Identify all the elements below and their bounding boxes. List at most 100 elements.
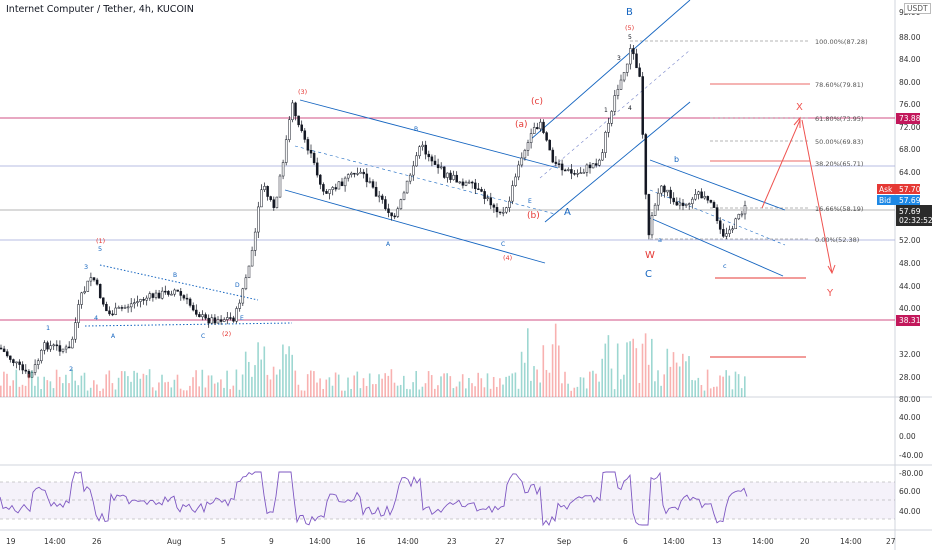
volume-bar [527, 328, 529, 397]
volume-bar [604, 343, 607, 397]
candle-body [722, 229, 725, 237]
level-tag-b [896, 315, 920, 326]
time-axis[interactable]: 19 14:00 26 Aug 5 9 14:00 16 14:00 23 27… [6, 537, 896, 546]
candle-body [629, 48, 632, 65]
candle-body [207, 317, 210, 324]
volume-bar [601, 358, 603, 397]
candle-body [362, 171, 365, 175]
volume-bar [272, 366, 275, 397]
wave-label-c3: c [723, 262, 727, 270]
candle-body [61, 348, 65, 352]
volume-bar [306, 374, 309, 397]
candle-body [446, 172, 449, 178]
candle-body [554, 161, 558, 164]
candle-body [306, 139, 310, 151]
volume-bar [496, 386, 498, 397]
fib-label-50: 50.00%(69.83) [815, 138, 863, 146]
candle-body [350, 172, 353, 175]
fib-retracement[interactable]: 100.00%(87.28) 78.60%(79.81) 61.80%(73.9… [630, 38, 868, 358]
volume-bar [130, 381, 132, 397]
candle-body [712, 202, 716, 208]
ind2-tick: 40.00 [899, 507, 921, 516]
candle-body [80, 292, 83, 305]
candle-body [694, 194, 697, 200]
volume-bar [347, 377, 349, 397]
candle-body [58, 345, 62, 352]
volume-bar [86, 390, 89, 397]
candle-body [486, 197, 489, 199]
volume-bar [393, 382, 396, 397]
volume-bar [210, 375, 213, 397]
volume-bar [663, 374, 665, 397]
currency-badge[interactable]: USDT [904, 3, 931, 14]
candle-body [247, 265, 251, 279]
candle-body [718, 220, 722, 230]
candle-body [526, 142, 530, 151]
volume-bar [136, 372, 138, 397]
candle-body [467, 181, 471, 184]
candle-body [322, 184, 325, 192]
wave-label-5: 5 [98, 245, 102, 253]
volume-bar [468, 377, 470, 397]
price-tick: 76.00 [899, 100, 921, 109]
wave-label-b2: B [414, 126, 418, 133]
candle-body [377, 195, 381, 198]
volume-bar [148, 369, 151, 397]
candle-body [154, 292, 158, 298]
volume-bar [198, 386, 200, 397]
volume-bar [49, 381, 52, 397]
time-tick: 27 [495, 537, 505, 546]
elliott-wave-labels: 1 2 3 4 5 (1) A B C D E (2) (3) A B C (4… [46, 7, 834, 373]
candle-body [461, 181, 465, 186]
volume-bar [579, 377, 582, 397]
volume-bar [93, 380, 95, 397]
candle-body [136, 301, 139, 303]
volume-bar [220, 379, 222, 397]
candle-body [663, 185, 666, 193]
volume-bar [722, 376, 724, 397]
candle-body [625, 63, 629, 73]
volume-bar [415, 370, 417, 397]
candle-body [393, 215, 396, 218]
trend-channels[interactable] [84, 0, 786, 327]
candle-body [213, 317, 217, 324]
volume-bar [282, 344, 284, 397]
volume-bar [396, 385, 399, 397]
volume-bar [21, 384, 24, 397]
indicator2-axis: 60.00 40.00 [899, 487, 921, 516]
wave-label-4: 4 [94, 314, 98, 322]
price-axis[interactable]: 92.00 88.00 84.00 80.00 76.00 72.00 68.0… [877, 8, 932, 382]
volume-bar [288, 346, 290, 397]
price-tick: 64.00 [899, 168, 921, 177]
volume-bar [582, 377, 585, 397]
ind1-tick: 40.00 [899, 413, 921, 422]
candle-body [241, 288, 245, 304]
candle-body [275, 196, 279, 208]
candle-body [687, 203, 691, 205]
volume-bar [186, 390, 188, 397]
volume-bar [6, 373, 8, 397]
candle-body [46, 342, 49, 350]
candle-body [610, 111, 613, 124]
ask-value: 57.70 [899, 185, 921, 194]
volume-bar [37, 376, 39, 397]
wave-label-e1: E [240, 315, 244, 322]
wave-label-2: 2 [69, 365, 73, 373]
volume-bar [111, 383, 114, 397]
candle-body [638, 67, 641, 77]
volume-bar [716, 386, 718, 397]
volume-bar [99, 390, 101, 397]
projection-arrows[interactable] [761, 116, 836, 275]
candle-body [36, 360, 40, 365]
volume-bar [328, 377, 331, 397]
time-tick: Sep [557, 537, 571, 546]
volume-bar [344, 390, 346, 397]
candle-body [33, 364, 37, 373]
candle-body [238, 302, 241, 309]
candle-body [102, 297, 105, 305]
volume-bar [629, 341, 631, 397]
volume-bar [703, 390, 706, 397]
volume-bar [229, 389, 231, 397]
